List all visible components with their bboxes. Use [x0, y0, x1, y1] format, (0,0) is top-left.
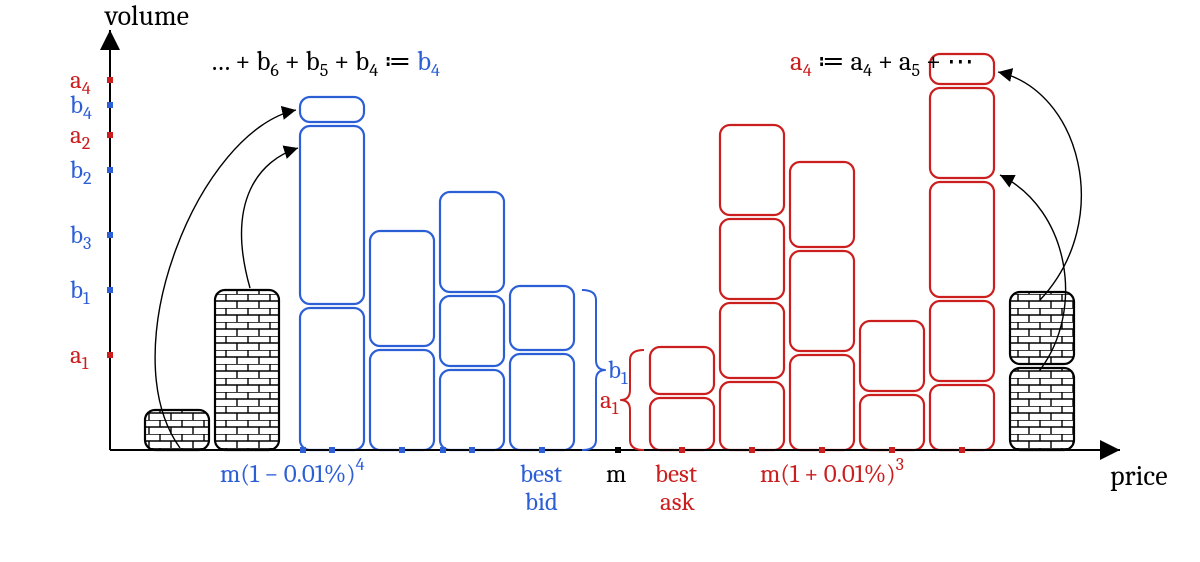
order-block — [720, 219, 784, 299]
y-tick-label: b1 — [70, 276, 90, 309]
order-block — [720, 382, 784, 450]
order-block — [790, 251, 854, 351]
order-block — [720, 125, 784, 215]
x-tick-mid — [615, 447, 621, 453]
y-tick — [107, 132, 113, 138]
order-block — [930, 182, 994, 297]
order-block — [860, 321, 924, 391]
y-tick — [107, 287, 113, 293]
order-block — [930, 301, 994, 381]
x-axis-label: price — [1110, 460, 1168, 492]
order-block — [650, 347, 714, 394]
x-tick — [399, 447, 405, 453]
x-tick — [749, 447, 755, 453]
x-tick — [679, 447, 685, 453]
best-ask-label: bestask — [655, 460, 697, 517]
order-block — [930, 385, 994, 450]
brick-block — [215, 290, 279, 450]
x-tick — [819, 447, 825, 453]
order-block — [370, 231, 434, 346]
bid-price-formula: m(1 − 0.01%)4 — [220, 454, 365, 489]
aggregate-arrow — [242, 148, 298, 288]
x-tick — [539, 447, 545, 453]
y-tick — [107, 102, 113, 108]
order-block — [440, 370, 504, 450]
mid-label: m — [606, 460, 626, 489]
x-tick — [959, 447, 965, 453]
y-tick — [107, 167, 113, 173]
brace — [582, 290, 606, 450]
ask-price-formula: m(1 + 0.01%)3 — [760, 454, 904, 489]
brace — [620, 350, 644, 450]
y-tick-label: b3 — [70, 221, 91, 254]
aggregate-arrow — [998, 72, 1081, 300]
x-tick — [329, 447, 335, 453]
order-block — [930, 88, 994, 178]
brace-label-b1: b1 — [608, 356, 628, 389]
x-tick — [889, 447, 895, 453]
order-block — [300, 97, 364, 122]
order-block — [790, 355, 854, 450]
order-block — [440, 192, 504, 292]
order-block — [300, 126, 364, 304]
best-bid-label: bestbid — [520, 460, 562, 517]
order-block — [440, 296, 504, 366]
y-tick — [107, 77, 113, 83]
order-block — [370, 350, 434, 450]
x-tick — [469, 447, 475, 453]
y-tick — [107, 352, 113, 358]
equation-right: a4 ≔ a4 + a5 + ⋯ — [790, 46, 974, 81]
order-block — [720, 303, 784, 378]
y-tick — [107, 232, 113, 238]
y-tick-label: a2 — [70, 121, 90, 154]
y-axis-label: volume — [104, 0, 189, 32]
order-block — [860, 395, 924, 450]
order-block — [300, 308, 364, 450]
y-tick-label: a1 — [70, 341, 89, 374]
order-block — [650, 398, 714, 450]
order-block — [790, 162, 854, 247]
y-tick-label: b2 — [70, 156, 92, 189]
x-tick — [440, 447, 446, 453]
orderbook-diagram: volumepricea4b4a2b2b3b1a1mbestbidbestask… — [0, 0, 1200, 562]
order-block — [510, 354, 574, 450]
order-block — [510, 286, 574, 350]
equation-left: … + b6 + b5 + b4 ≔ b4 — [210, 46, 440, 81]
x-tick — [300, 447, 306, 453]
brick-block — [1010, 368, 1074, 450]
brace-label-a1: a1 — [600, 386, 619, 419]
